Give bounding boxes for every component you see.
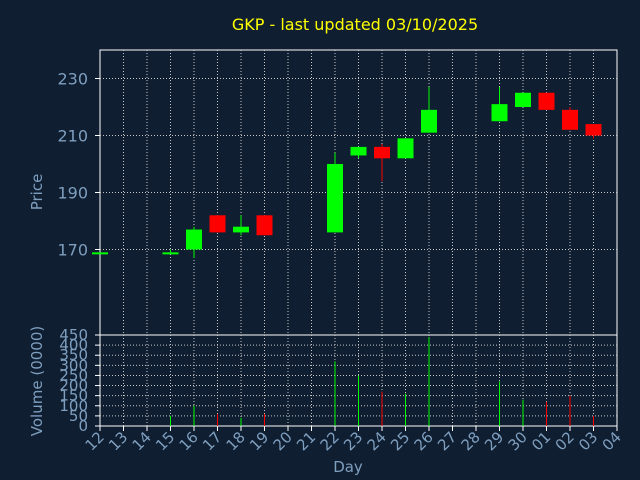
volume-tick-label: 450 bbox=[59, 326, 88, 344]
volume-tick-label: 400 bbox=[59, 336, 88, 354]
volume-tick-label: 150 bbox=[59, 387, 88, 405]
volume-tick-label: 300 bbox=[59, 356, 88, 374]
candle-down bbox=[209, 215, 226, 233]
volume-tick-label: 0 bbox=[78, 417, 88, 435]
volume-tick-label: 100 bbox=[59, 397, 88, 415]
candle-down bbox=[585, 124, 602, 136]
volume-axis-label: Volume (0000) bbox=[28, 326, 46, 436]
volume-tick-label: 250 bbox=[59, 366, 88, 384]
candle-up bbox=[162, 252, 179, 255]
day-tick-label: 23 bbox=[340, 428, 366, 454]
candle-up bbox=[186, 229, 202, 250]
candle-up bbox=[421, 109, 437, 133]
volume-tick-label: 350 bbox=[59, 346, 88, 364]
day-tick-label: 29 bbox=[481, 428, 507, 454]
volume-tick-label: 200 bbox=[59, 377, 88, 395]
day-tick-label: 17 bbox=[199, 428, 225, 454]
day-tick-label: 15 bbox=[152, 428, 178, 454]
candle-up bbox=[515, 92, 531, 107]
day-tick-label: 16 bbox=[176, 428, 202, 454]
price-tick-label: 230 bbox=[57, 70, 88, 89]
chart-title: GKP - last updated 03/10/2025 bbox=[232, 15, 478, 34]
day-tick-label: 13 bbox=[105, 428, 131, 454]
day-axis-label: Day bbox=[333, 458, 363, 476]
candle-down bbox=[538, 92, 555, 110]
day-tick-label: 03 bbox=[575, 428, 601, 454]
candle-up bbox=[233, 226, 249, 233]
day-tick-label: 19 bbox=[246, 428, 272, 454]
day-tick-label: 25 bbox=[387, 428, 413, 454]
candle-down bbox=[374, 146, 390, 159]
price-tick-label: 210 bbox=[57, 127, 88, 146]
day-tick-label: 02 bbox=[552, 428, 578, 454]
candle-up bbox=[397, 138, 414, 159]
price-tick-label: 170 bbox=[57, 241, 88, 260]
candle-down bbox=[562, 109, 578, 130]
candle-down bbox=[256, 215, 273, 236]
day-tick-label: 27 bbox=[434, 428, 460, 454]
volume-tick-label: 50 bbox=[69, 407, 88, 425]
day-tick-label: 14 bbox=[129, 428, 155, 454]
candle-up bbox=[92, 252, 108, 255]
day-tick-label: 04 bbox=[599, 428, 625, 454]
candle-up bbox=[327, 164, 343, 233]
day-tick-label: 22 bbox=[317, 428, 343, 454]
day-tick-label: 18 bbox=[223, 428, 249, 454]
day-tick-label: 01 bbox=[528, 428, 554, 454]
day-tick-label: 30 bbox=[505, 428, 531, 454]
day-tick-label: 21 bbox=[293, 428, 319, 454]
candle-up bbox=[350, 146, 367, 156]
candle-up bbox=[491, 104, 508, 122]
day-tick-label: 20 bbox=[270, 428, 296, 454]
price-axis-label: Price bbox=[28, 174, 46, 211]
day-tick-label: 24 bbox=[364, 428, 390, 454]
price-tick-label: 190 bbox=[57, 184, 88, 203]
day-tick-label: 26 bbox=[411, 428, 437, 454]
day-tick-label: 28 bbox=[458, 428, 484, 454]
price-panel: 170 190 210 230 bbox=[57, 49, 618, 336]
volume-panel: 0501001502002503003504004501213141516171… bbox=[59, 326, 624, 454]
